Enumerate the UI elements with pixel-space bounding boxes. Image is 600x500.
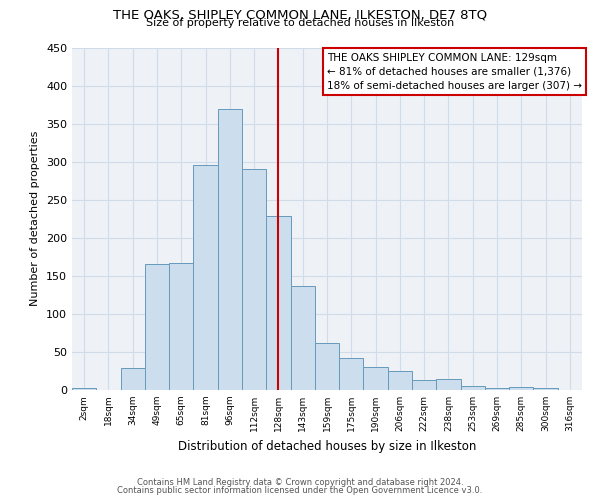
Bar [193, 164, 218, 390]
Bar [364, 367, 388, 390]
Bar [485, 388, 509, 390]
Bar [290, 286, 315, 390]
Bar [242, 168, 266, 390]
Y-axis label: Number of detached properties: Number of detached properties [31, 131, 40, 306]
Bar [509, 387, 533, 390]
Bar [145, 264, 169, 390]
Bar [461, 386, 485, 390]
Text: THE OAKS, SHIPLEY COMMON LANE, ILKESTON, DE7 8TQ: THE OAKS, SHIPLEY COMMON LANE, ILKESTON,… [113, 8, 487, 21]
Text: Contains HM Land Registry data © Crown copyright and database right 2024.: Contains HM Land Registry data © Crown c… [137, 478, 463, 487]
X-axis label: Distribution of detached houses by size in Ilkeston: Distribution of detached houses by size … [178, 440, 476, 452]
Bar [218, 109, 242, 390]
Bar [72, 388, 96, 390]
Text: Size of property relative to detached houses in Ilkeston: Size of property relative to detached ho… [146, 18, 454, 28]
Bar [339, 358, 364, 390]
Bar [533, 388, 558, 390]
Text: Contains public sector information licensed under the Open Government Licence v3: Contains public sector information licen… [118, 486, 482, 495]
Bar [266, 216, 290, 390]
Bar [169, 263, 193, 390]
Bar [315, 343, 339, 390]
Bar [121, 368, 145, 390]
Bar [388, 371, 412, 390]
Bar [436, 378, 461, 390]
Text: THE OAKS SHIPLEY COMMON LANE: 129sqm
← 81% of detached houses are smaller (1,376: THE OAKS SHIPLEY COMMON LANE: 129sqm ← 8… [327, 52, 582, 90]
Bar [412, 380, 436, 390]
